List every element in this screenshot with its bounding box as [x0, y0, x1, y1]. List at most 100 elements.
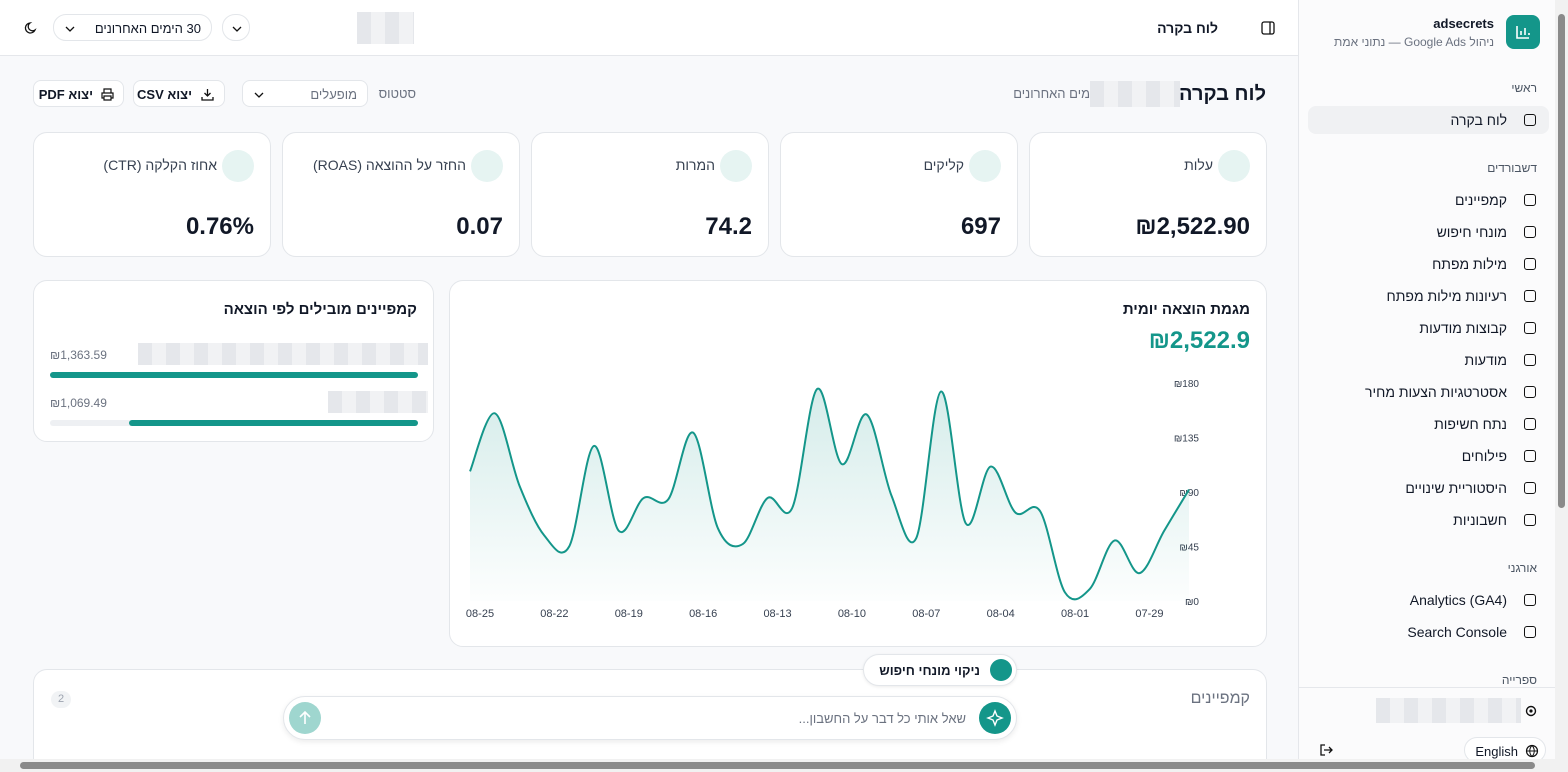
- nav-icon: [1524, 386, 1536, 398]
- suggestion-chip[interactable]: ניקוי מונחי חיפוש: [863, 654, 1017, 686]
- bar: [50, 372, 418, 378]
- nav-item[interactable]: אסטרטגיות הצעות מחיר: [1364, 384, 1507, 400]
- scrollbar-thumb[interactable]: [20, 762, 1535, 769]
- x-tick-label: 08-22: [540, 608, 568, 620]
- chevron-icon: [232, 26, 242, 32]
- chart-total: ₪2,522.9: [1148, 327, 1250, 354]
- date-range-label: 30 הימים האחרונים: [94, 21, 201, 36]
- date-range-dropdown[interactable]: 30 הימים האחרונים: [53, 14, 212, 41]
- language-label: English: [1475, 744, 1518, 759]
- nav-item[interactable]: היסטוריית שינויים: [1405, 480, 1507, 496]
- section-title: ספרייה: [1501, 673, 1537, 687]
- y-tick-label: ₪45: [1179, 543, 1199, 554]
- brand-logo: [1506, 15, 1540, 49]
- download-icon: [201, 89, 214, 101]
- nav-icon: [1524, 482, 1536, 494]
- campaign-spend: ₪1,069.49: [50, 396, 107, 410]
- brand-tagline: ניהול Google Ads — נתוני אמת: [1334, 35, 1494, 49]
- x-tick-label: 08-07: [912, 608, 940, 620]
- top-campaigns-title: קמפיינים מובילים לפי הוצאה: [223, 301, 417, 318]
- nav-item[interactable]: נתח חשיפות: [1434, 416, 1507, 432]
- nav-icon: [1524, 514, 1536, 526]
- kpi-card: עלות ₪2,522.90: [1029, 132, 1267, 257]
- kpi-card: המרות 74.2: [531, 132, 769, 257]
- kpi-value: 0.76%: [185, 213, 254, 240]
- status-label: סטטוס: [378, 86, 416, 101]
- campaign-spend: ₪1,363.59: [50, 348, 107, 362]
- assistant-input[interactable]: שאל אותי כל דבר על החשבון...: [283, 696, 1017, 740]
- area: [470, 388, 1189, 601]
- redacted-range: [1090, 81, 1180, 107]
- nav-item[interactable]: מילות מפתח: [1432, 256, 1507, 272]
- chevron-icon: [254, 92, 264, 98]
- divider: [1299, 687, 1556, 688]
- nav-icon: [1524, 114, 1536, 126]
- x-tick-label: 08-25: [466, 608, 494, 620]
- nav-item[interactable]: לוח בקרה: [1450, 112, 1507, 128]
- theme-toggle[interactable]: [24, 21, 38, 35]
- status-value: מופעלים: [310, 87, 357, 102]
- assistant-icon: [979, 702, 1011, 734]
- nav-icon: [1524, 626, 1536, 638]
- redacted-account: [1376, 698, 1521, 723]
- export-pdf-button[interactable]: יצוא PDF: [33, 80, 124, 107]
- logout-icon[interactable]: [1319, 743, 1333, 757]
- status-select[interactable]: מופעלים: [242, 80, 368, 107]
- chart-title: מגמת הוצאה יומית: [1122, 301, 1250, 318]
- horizontal-scrollbar[interactable]: [0, 759, 1555, 772]
- section-title: אורגני: [1507, 561, 1537, 575]
- nav-item[interactable]: חשבוניות: [1453, 512, 1507, 528]
- nav-icon: [1524, 226, 1536, 238]
- send-button[interactable]: [289, 702, 321, 734]
- nav-icon: [1524, 258, 1536, 270]
- line: [469, 388, 1190, 601]
- redacted-name: [328, 391, 428, 413]
- y-tick-label: ₪180: [1174, 379, 1200, 390]
- assistant-placeholder: שאל אותי כל דבר על החשבון...: [798, 711, 966, 726]
- sidebar-toggle[interactable]: [1261, 21, 1275, 35]
- y-tick-label: ₪90: [1179, 488, 1199, 499]
- x-tick-label: 08-01: [1061, 608, 1089, 620]
- kpi-icon: [1218, 150, 1250, 182]
- nav-item[interactable]: מונחי חיפוש: [1436, 224, 1507, 240]
- vertical-scrollbar[interactable]: [1555, 0, 1568, 772]
- sparkle-icon: [986, 709, 1004, 727]
- nav-item[interactable]: Analytics (GA4): [1409, 592, 1507, 608]
- nav-icon: [1524, 418, 1536, 430]
- campaigns-title: קמפיינים: [1190, 690, 1250, 707]
- kpi-label: עלות: [1184, 157, 1213, 173]
- topbar-title: לוח בקרה: [1157, 20, 1218, 36]
- x-tick-label: 08-16: [689, 608, 717, 620]
- page-subtitle: מים האחרונים: [1013, 86, 1090, 101]
- nav-item[interactable]: Search Console: [1407, 624, 1507, 640]
- nav-item[interactable]: מודעות: [1464, 352, 1507, 368]
- brand-name: adsecrets: [1433, 16, 1494, 31]
- nav-item[interactable]: קמפיינים: [1455, 192, 1507, 208]
- chevron-icon: [65, 26, 75, 32]
- campaigns-count: 2: [51, 691, 71, 708]
- kpi-icon: [969, 150, 1001, 182]
- spend-chart: ₪0 ₪45 ₪90 ₪135 ₪180 08-25 08-22 08-19 08-16 08-1…: [466, 379, 1200, 620]
- account-dropdown[interactable]: [222, 14, 250, 41]
- scrollbar-thumb[interactable]: [1558, 14, 1565, 508]
- nav-icon: [1524, 594, 1536, 606]
- kpi-card: אחוז הקלקה (CTR) 0.76%: [33, 132, 271, 257]
- y-tick-label: ₪135: [1174, 434, 1200, 445]
- x-tick-label: 08-13: [763, 608, 791, 620]
- nav-icon: [1524, 290, 1536, 302]
- globe-icon: [1525, 744, 1539, 758]
- nav-item[interactable]: רעיונות מילות מפתח: [1386, 288, 1507, 304]
- kpi-card: החזר על ההוצאה (ROAS) 0.07: [282, 132, 520, 257]
- kpi-icon: [222, 150, 254, 182]
- nav-item[interactable]: קבוצות מודעות: [1419, 320, 1507, 336]
- kpi-label: המרות: [675, 157, 715, 173]
- y-tick-label: ₪0: [1185, 597, 1199, 608]
- export-csv-button[interactable]: יצוא CSV: [133, 80, 225, 107]
- topbar: לוח בקרה 30 הימים האחרונים: [0, 0, 1298, 56]
- x-tick-label: 08-10: [838, 608, 866, 620]
- suggestion-chip-label: ניקוי מונחי חיפוש: [879, 663, 980, 678]
- settings-icon[interactable]: [1524, 704, 1538, 718]
- nav-item[interactable]: פילוחים: [1461, 448, 1507, 464]
